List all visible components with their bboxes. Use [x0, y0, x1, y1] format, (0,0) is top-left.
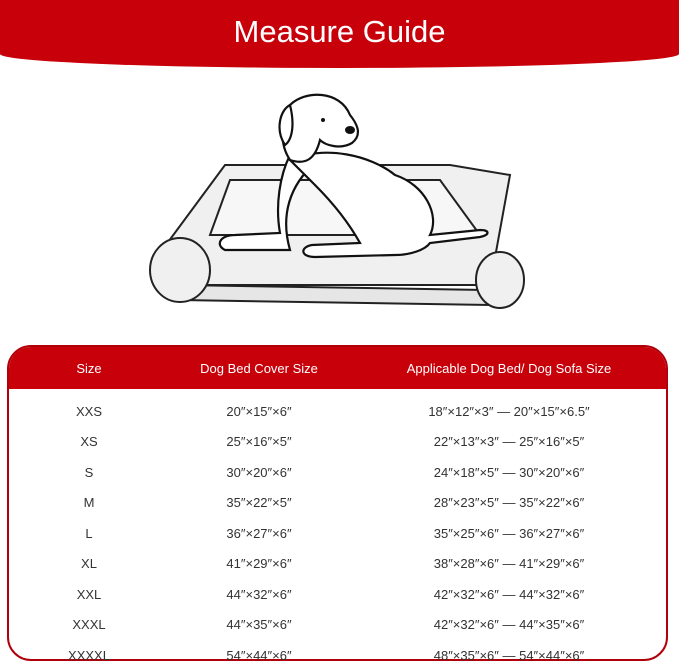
size-table: Size Dog Bed Cover Size Applicable Dog B…: [7, 345, 668, 663]
size-cell: XXL: [76, 586, 102, 602]
table-body: XXS 20″×15″×6″ 18″×12″×3″ — 20″×15″×6.5″ XS…: [9, 389, 666, 671]
table-row: XS 25″×16″×5″ 22″×13″×3″ — 25″×16″×5″: [9, 427, 666, 458]
size-cell: XXXL: [72, 617, 106, 633]
cover-size-cell: 41″×29″×6″: [226, 556, 292, 572]
title-banner: [0, 0, 679, 68]
table-row: XL 41″×29″×6″ 38″×28″×6″ — 41″×29″×6″: [9, 549, 666, 580]
size-cell: L: [85, 525, 93, 541]
cover-size-cell: 44″×35″×6″: [226, 617, 292, 633]
applicable-size-cell: 22″×13″×3″ — 25″×16″×5″: [433, 434, 585, 450]
header-cover-size: Dog Bed Cover Size: [200, 360, 318, 376]
cover-size-cell: 54″×44″×6″: [226, 647, 292, 663]
applicable-size-cell: 28″×23″×5″ — 35″×22″×6″: [433, 495, 585, 511]
table-row: S 30″×20″×6″ 24″×18″×5″ — 30″×20″×6″: [9, 457, 666, 488]
table-row: M 35″×22″×5″ 28″×23″×5″ — 35″×22″×6″: [9, 488, 666, 519]
size-cell: XS: [80, 434, 98, 450]
size-cell: S: [84, 464, 94, 480]
cover-size-cell: 44″×32″×6″: [226, 586, 292, 602]
dog-bed-illustration: [149, 93, 525, 309]
header-size: Size: [76, 360, 102, 376]
page-title: Measure Guide: [233, 14, 446, 49]
applicable-size-cell: 24″×18″×5″ — 30″×20″×6″: [433, 464, 585, 480]
applicable-size-cell: 35″×25″×6″ — 36″×27″×6″: [433, 525, 585, 541]
table-row: XXXL 44″×35″×6″ 42″×32″×6″ — 44″×35″×6″: [9, 610, 666, 641]
size-cell: XXXXL: [68, 647, 110, 663]
header-applicable-size: Applicable Dog Bed/ Dog Sofa Size: [406, 360, 612, 376]
table-row: L 36″×27″×6″ 35″×25″×6″ — 36″×27″×6″: [9, 518, 666, 549]
applicable-size-cell: 42″×32″×6″ — 44″×32″×6″: [433, 586, 585, 602]
cover-size-cell: 20″×15″×6″: [226, 403, 292, 419]
table-row: XXL 44″×32″×6″ 42″×32″×6″ — 44″×32″×6″: [9, 579, 666, 610]
cover-size-cell: 35″×22″×5″: [226, 495, 292, 511]
size-cell: M: [83, 495, 95, 511]
applicable-size-cell: 18″×12″×3″ — 20″×15″×6.5″: [428, 403, 590, 419]
cover-size-cell: 36″×27″×6″: [226, 525, 292, 541]
size-cell: XXS: [75, 403, 102, 419]
size-cell: XL: [81, 556, 97, 572]
cover-size-cell: 30″×20″×6″: [226, 464, 292, 480]
table-row: XXXXL 54″×44″×6″ 48″×35″×6″ — 54″×44″×6″: [9, 640, 666, 671]
table-row: XXS 20″×15″×6″ 18″×12″×3″ — 20″×15″×6.5″: [9, 396, 666, 427]
table-header: Size Dog Bed Cover Size Applicable Dog B…: [9, 347, 666, 389]
applicable-size-cell: 48″×35″×6″ — 54″×44″×6″: [433, 647, 585, 663]
cover-size-cell: 25″×16″×5″: [226, 434, 292, 450]
applicable-size-cell: 38″×28″×6″ — 41″×29″×6″: [433, 556, 585, 572]
applicable-size-cell: 42″×32″×6″ — 44″×35″×6″: [433, 617, 585, 633]
